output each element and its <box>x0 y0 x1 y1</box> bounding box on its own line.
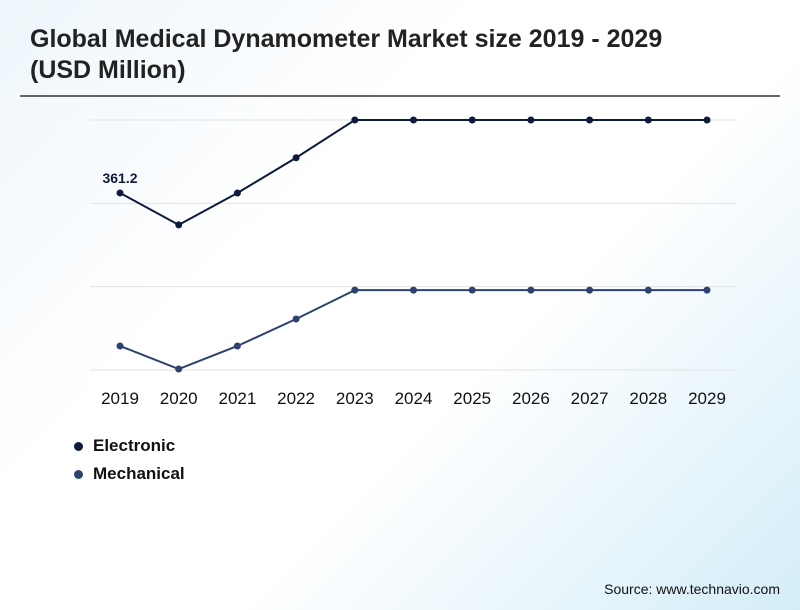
x-tick-label: 2028 <box>629 389 667 408</box>
data-point <box>703 286 711 294</box>
data-point <box>586 286 594 294</box>
data-point <box>468 286 476 294</box>
data-point <box>468 116 476 124</box>
series-line-mechanical <box>119 289 707 371</box>
data-point <box>703 116 711 124</box>
data-point <box>644 286 652 294</box>
x-tick-label: 2026 <box>512 389 550 408</box>
x-tick-label: 2020 <box>160 389 198 408</box>
legend-marker <box>74 470 83 480</box>
data-point <box>116 189 124 197</box>
x-tick-label: 2029 <box>688 389 726 408</box>
x-tick-label: 2019 <box>101 389 139 408</box>
series-line-electronic <box>119 119 707 227</box>
x-tick-label: 2027 <box>571 389 609 408</box>
data-point <box>175 365 183 373</box>
source-note: Source: www.technavio.com <box>604 581 780 597</box>
data-point <box>527 116 535 124</box>
x-tick-label: 2022 <box>277 389 315 408</box>
x-tick-label: 2025 <box>453 389 491 408</box>
data-point <box>116 342 124 350</box>
data-point <box>410 286 417 294</box>
x-tick-label: 2024 <box>395 389 433 408</box>
data-point <box>233 342 241 350</box>
legend-item-mechanical: Mechanical <box>74 464 185 484</box>
chart-title: Global Medical Dynamometer Market size 2… <box>30 25 663 84</box>
legend-item-electronic: Electronic <box>74 436 175 456</box>
x-tick-label: 2023 <box>336 389 374 408</box>
data-label: 361.2 <box>102 170 137 186</box>
legend-label: Mechanical <box>93 464 185 483</box>
data-point <box>586 116 594 124</box>
data-point <box>410 116 417 124</box>
data-point <box>351 286 359 294</box>
legend-marker <box>74 442 83 452</box>
legend-label: Electronic <box>93 436 176 455</box>
data-point <box>233 189 241 197</box>
data-point <box>351 116 359 124</box>
data-point <box>292 154 300 162</box>
title-divider <box>20 95 780 97</box>
data-point <box>644 116 652 124</box>
data-point <box>527 286 535 294</box>
data-point <box>292 315 300 323</box>
data-point <box>175 221 183 229</box>
x-tick-label: 2021 <box>218 389 256 408</box>
